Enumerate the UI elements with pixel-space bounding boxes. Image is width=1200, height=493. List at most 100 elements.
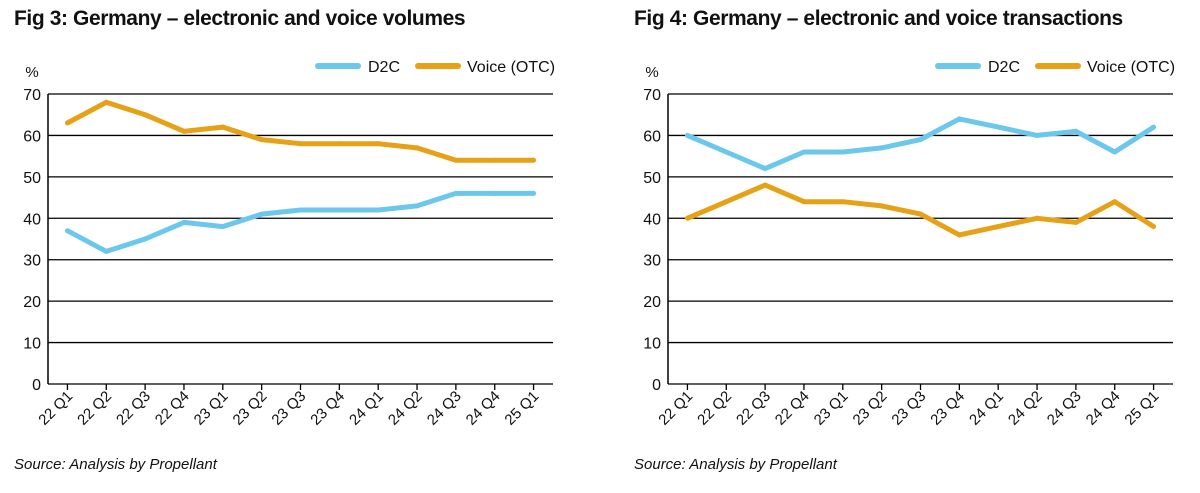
legend-label: D2C <box>368 59 400 76</box>
y-tick-label: 40 <box>23 211 41 228</box>
x-tick-label: 24 Q4 <box>463 388 504 429</box>
legend-label: Voice (OTC) <box>467 59 555 76</box>
y-tick-label: 60 <box>643 128 661 145</box>
data-point <box>336 207 342 213</box>
x-tick-label: 24 Q1 <box>966 388 1007 429</box>
y-tick-label: 10 <box>643 336 661 353</box>
data-point <box>956 232 962 238</box>
x-tick-label: 25 Q1 <box>501 388 542 429</box>
y-tick-label: 70 <box>643 87 661 104</box>
chart-source: Source: Analysis by Propellant <box>14 456 217 473</box>
x-tick-label: 23 Q1 <box>811 388 852 429</box>
data-point <box>918 211 923 217</box>
data-point <box>1034 132 1040 138</box>
data-point <box>375 207 381 213</box>
chart-panel-transactions: Fig 4: Germany – electronic and voice tr… <box>620 0 1200 493</box>
data-point <box>64 228 70 234</box>
data-point <box>1112 199 1118 205</box>
x-tick-label: 24 Q3 <box>424 388 465 429</box>
x-tick-label: 24 Q4 <box>1083 388 1124 429</box>
data-point <box>220 124 226 130</box>
data-point <box>762 166 768 172</box>
data-point <box>414 203 420 209</box>
data-point <box>531 190 537 196</box>
y-tick-label: 50 <box>643 170 661 187</box>
data-point <box>142 112 148 118</box>
x-tick-label: 24 Q2 <box>1005 388 1046 429</box>
data-point <box>103 248 109 254</box>
data-point <box>64 120 70 126</box>
data-point <box>684 215 690 221</box>
x-tick-label: 22 Q4 <box>152 388 193 429</box>
y-tick-label: 70 <box>23 87 41 104</box>
data-point <box>298 207 303 213</box>
data-point <box>375 141 381 147</box>
y-axis-label: % <box>645 64 658 81</box>
data-point <box>453 190 459 196</box>
data-point <box>259 137 265 143</box>
data-point <box>1073 128 1079 134</box>
data-point <box>1112 149 1118 155</box>
data-point <box>840 149 846 155</box>
y-tick-label: 20 <box>23 294 41 311</box>
x-tick-label: 22 Q3 <box>733 388 774 429</box>
data-point <box>220 224 226 230</box>
data-point <box>492 190 498 196</box>
y-tick-label: 10 <box>23 336 41 353</box>
series-line-voice-otc <box>66 99 534 163</box>
data-point <box>840 199 846 205</box>
y-tick-label: 60 <box>23 128 41 145</box>
data-point <box>995 224 1001 230</box>
y-tick-label: 50 <box>23 170 41 187</box>
data-point <box>1034 215 1040 221</box>
x-tick-label: 24 Q1 <box>346 388 387 429</box>
x-tick-label: 22 Q3 <box>113 388 154 429</box>
data-point <box>336 141 342 147</box>
y-tick-label: 20 <box>643 294 661 311</box>
x-tick-label: 23 Q1 <box>191 388 232 429</box>
chart-title: Fig 4: Germany – electronic and voice tr… <box>634 7 1123 30</box>
x-tick-label: 22 Q1 <box>35 388 76 429</box>
x-tick-label: 22 Q4 <box>772 388 813 429</box>
x-tick-label: 23 Q4 <box>307 388 348 429</box>
x-tick-label: 22 Q1 <box>655 388 696 429</box>
chart-title: Fig 3: Germany – electronic and voice vo… <box>14 7 466 30</box>
series-line-voice-otc <box>686 182 1155 238</box>
y-tick-label: 30 <box>643 253 661 270</box>
data-point <box>801 199 807 205</box>
series-line-d2c <box>686 116 1155 172</box>
chart-panel-volumes: Fig 3: Germany – electronic and voice vo… <box>0 0 580 493</box>
y-tick-label: 0 <box>652 377 661 394</box>
x-tick-label: 22 Q2 <box>694 388 735 429</box>
data-point <box>995 124 1001 130</box>
y-tick-label: 40 <box>643 211 661 228</box>
legend-label: Voice (OTC) <box>1087 59 1175 76</box>
data-point <box>723 149 729 155</box>
x-tick-label: 24 Q2 <box>385 388 426 429</box>
data-point <box>762 182 768 188</box>
data-point <box>453 157 459 163</box>
chart-source: Source: Analysis by Propellant <box>634 456 837 473</box>
series-line-d2c <box>66 190 534 254</box>
x-tick-label: 24 Q3 <box>1044 388 1085 429</box>
legend-label: D2C <box>988 59 1020 76</box>
data-point <box>801 149 807 155</box>
y-axis-label: % <box>25 64 38 81</box>
data-point <box>918 137 923 143</box>
data-point <box>1151 124 1157 130</box>
data-point <box>181 128 187 134</box>
x-tick-label: 22 Q2 <box>74 388 115 429</box>
data-point <box>879 145 885 151</box>
data-point <box>298 141 303 147</box>
data-point <box>492 157 498 163</box>
data-point <box>142 236 148 242</box>
data-point <box>879 203 885 209</box>
x-tick-label: 23 Q2 <box>850 388 891 429</box>
data-point <box>1151 224 1157 230</box>
y-tick-label: 0 <box>32 377 41 394</box>
data-point <box>684 132 690 138</box>
data-point <box>103 99 109 105</box>
data-point <box>259 211 265 217</box>
